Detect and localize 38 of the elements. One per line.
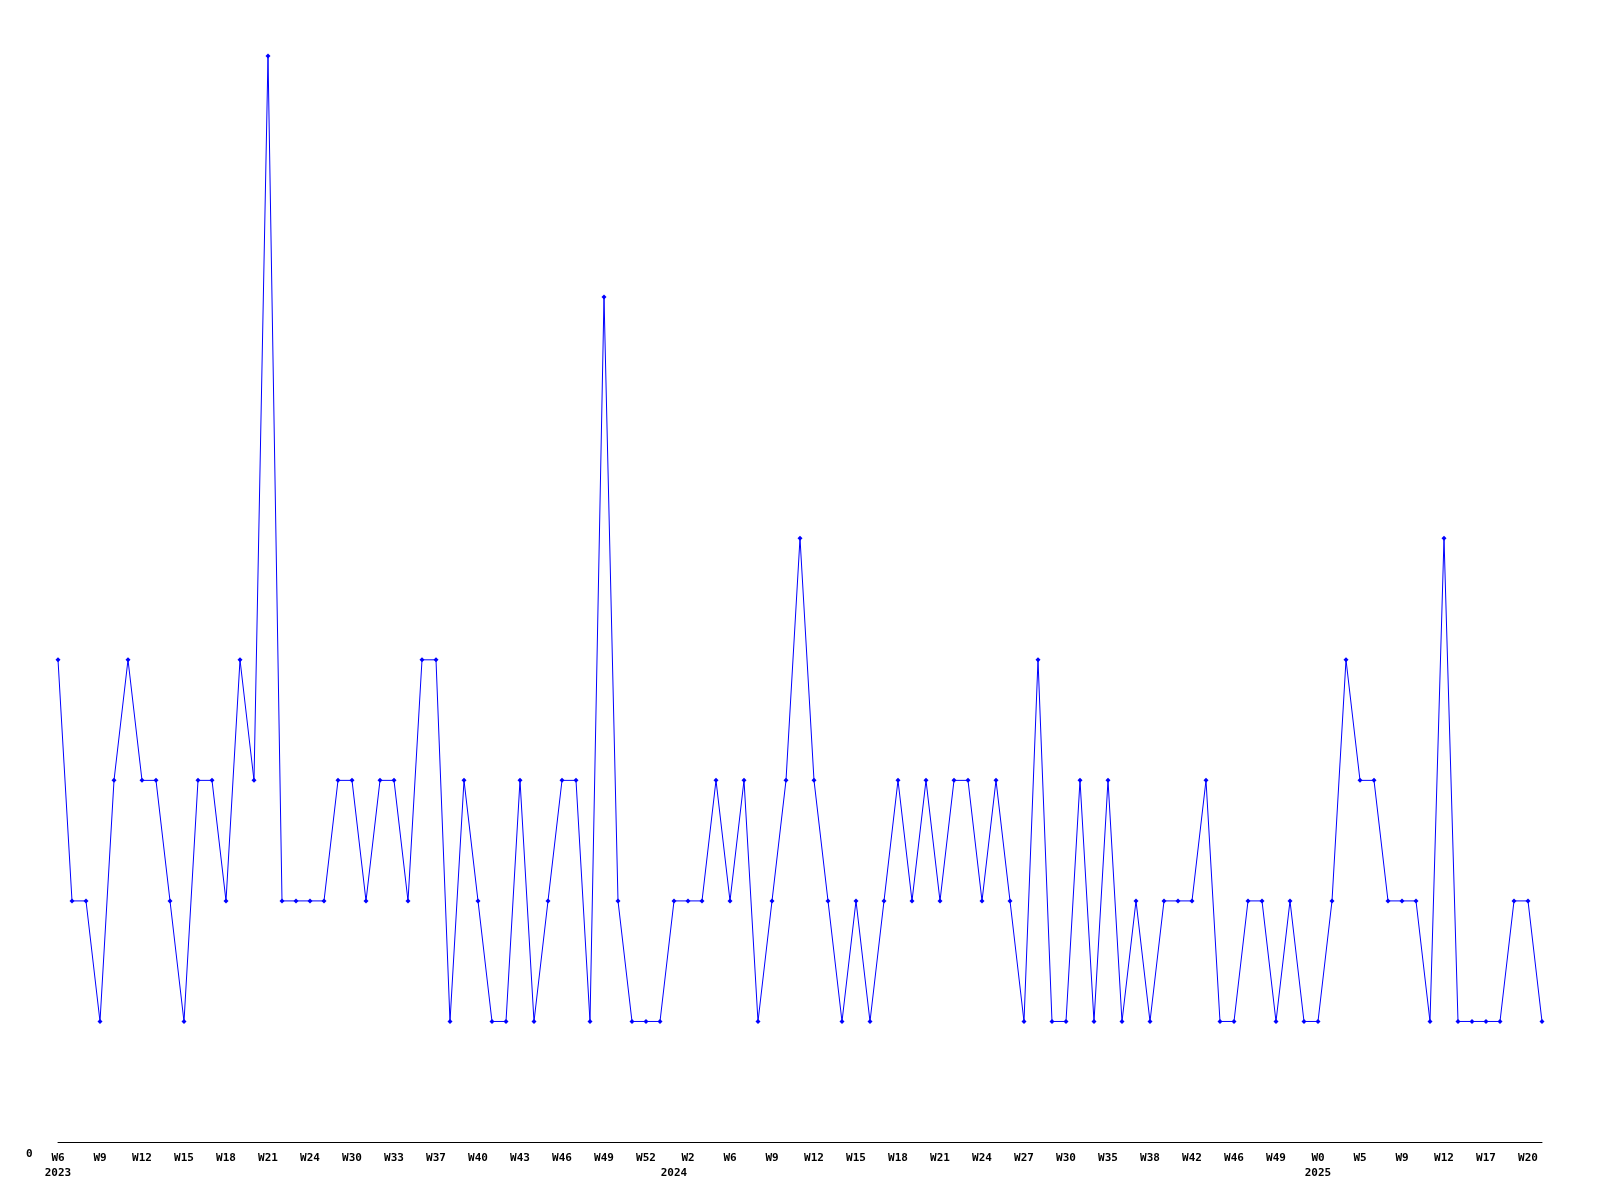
x-tick-label: W12	[1434, 1151, 1454, 1164]
text: 0	[26, 1147, 33, 1160]
x-tick-label: W40	[468, 1151, 488, 1164]
x-tick-label: W49	[1266, 1151, 1286, 1164]
x-tick-label: W35	[1098, 1151, 1118, 1164]
x-tick-label: 2024	[660, 1166, 688, 1179]
x-tick-label: W46	[1224, 1151, 1245, 1164]
x-tick-label: W12	[804, 1151, 824, 1164]
x-tick-label: W43	[510, 1151, 530, 1164]
x-tick-label: W18	[216, 1151, 236, 1164]
x-tick-label: W17	[1476, 1151, 1496, 1164]
x-tick-label: W18	[888, 1151, 908, 1164]
x-tick-label: W21	[930, 1151, 951, 1164]
x-tick-label: W33	[384, 1151, 404, 1164]
x-tick-label: W24	[972, 1151, 993, 1164]
x-tick-label: W2	[681, 1151, 695, 1164]
x-tick-label: W42	[1182, 1151, 1202, 1164]
x-tick-label: W15	[846, 1151, 866, 1164]
x-tick-label: W21	[258, 1151, 279, 1164]
x-tick-label: W30	[342, 1151, 362, 1164]
x-tick-label: W38	[1140, 1151, 1160, 1164]
x-tick-label: W46	[552, 1151, 573, 1164]
x-tick-label: W9	[765, 1151, 779, 1164]
x-tick-label: W52	[636, 1151, 656, 1164]
x-tick-label: W49	[594, 1151, 614, 1164]
x-tick-label: W12	[132, 1151, 152, 1164]
x-tick-label: W20	[1518, 1151, 1538, 1164]
x-tick-label: W6 2023	[44, 1151, 72, 1179]
x-tick-label: W15	[174, 1151, 194, 1164]
x-tick-label: W0 2025	[1304, 1151, 1332, 1179]
x-tick-label: W9	[93, 1151, 107, 1164]
x-tick-label: W5	[1353, 1151, 1367, 1164]
x-tick-label: W24	[300, 1151, 321, 1164]
x-tick-label: W30	[1056, 1151, 1076, 1164]
x-tick-label: W6	[723, 1151, 737, 1164]
x-tick-label: W27	[1014, 1151, 1034, 1164]
x-tick-label: W9	[1395, 1151, 1409, 1164]
x-tick-label: W37	[426, 1151, 446, 1164]
